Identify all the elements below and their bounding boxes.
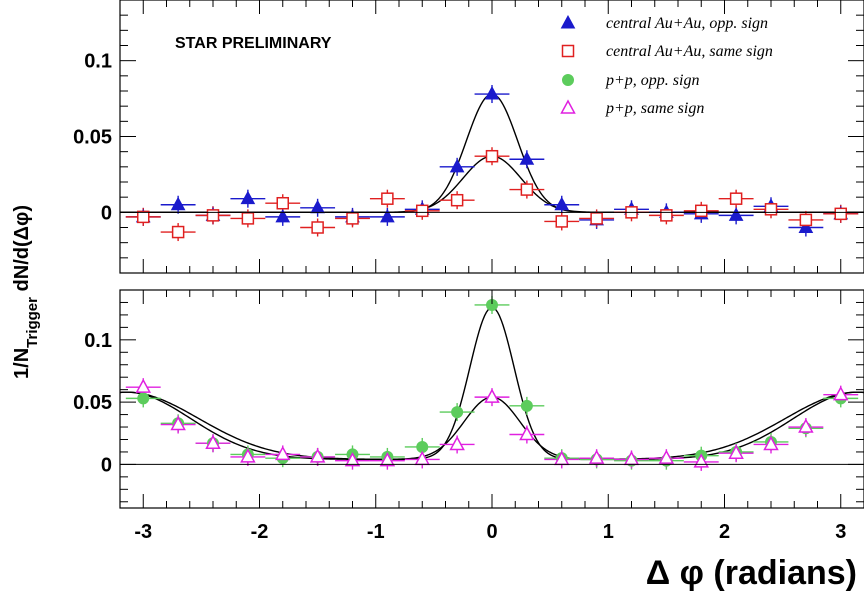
data-point (206, 209, 220, 222)
data-point (449, 435, 465, 451)
legend-markers (560, 14, 576, 114)
y-tick-label: 0.05 (73, 392, 112, 414)
data-point (832, 386, 849, 401)
data-point (170, 415, 186, 431)
data-point (240, 448, 256, 463)
data-point (135, 378, 152, 393)
data-point (170, 196, 186, 211)
data-point (344, 452, 361, 467)
data-point (798, 418, 814, 433)
error-bars (125, 85, 859, 471)
legend: central Au+Au, opp. sign central Au+Au, … (560, 14, 773, 117)
legend-marker (560, 14, 576, 29)
data-point (834, 207, 847, 221)
data-point (798, 219, 814, 233)
x-tick-label: -3 (134, 521, 152, 543)
legend-marker (560, 99, 576, 114)
y-tick-label: 0.1 (84, 330, 112, 352)
x-tick-label: -1 (367, 521, 385, 543)
data-point (520, 183, 534, 196)
y-axis-title: 1/NTrigger dN/d(Δφ) (11, 205, 41, 379)
data-point (275, 208, 291, 223)
data-point (729, 192, 743, 205)
x-tick-label: 3 (835, 521, 846, 543)
data-point (379, 452, 396, 467)
legend-entry-pp-opp: p+p, opp. sign (605, 72, 699, 89)
data-point (450, 193, 464, 207)
y-axis-title-main: 1/N (11, 348, 33, 379)
data-point (241, 212, 255, 225)
data-point (137, 210, 150, 224)
data-point (274, 445, 291, 461)
data-point (763, 435, 779, 451)
data-point (519, 425, 535, 441)
data-point (451, 406, 464, 419)
x-tick-label: 0 (486, 521, 497, 543)
data-point (346, 212, 359, 225)
y-axis-title-subscript: Trigger (24, 297, 41, 348)
data-point (205, 434, 221, 449)
data-point (309, 448, 326, 463)
y-tick-label: 0 (101, 202, 112, 224)
legend-entry-au-same: central Au+Au, same sign (606, 43, 773, 60)
data-point (484, 85, 500, 100)
y-tick-label: 0.1 (84, 51, 112, 73)
data-point (416, 440, 429, 453)
data-point (590, 212, 603, 225)
data-point (449, 158, 465, 173)
data-point (695, 204, 708, 218)
data-point (240, 190, 256, 205)
data-point (764, 203, 778, 216)
data-point (137, 392, 150, 405)
data-point (658, 449, 675, 464)
data-point (554, 196, 570, 211)
data-point (728, 207, 744, 221)
x-tick-label: 2 (719, 521, 730, 543)
y-tick-label: 0.05 (73, 127, 112, 149)
data-point (484, 388, 500, 403)
data-point (588, 449, 605, 464)
data-point (311, 221, 324, 234)
data-point (520, 399, 533, 412)
y-axis-title-tail: dN/d(Δφ) (11, 205, 33, 297)
data-point (660, 209, 673, 222)
x-tick-label: 1 (603, 521, 614, 543)
data-point (276, 196, 289, 210)
legend-entry-pp-same: p+p, same sign (605, 100, 704, 117)
data-point (171, 225, 185, 239)
data-point (728, 444, 744, 459)
data-points (135, 85, 849, 468)
data-point (380, 208, 395, 223)
y-tick-label: 0 (101, 454, 112, 476)
data-point (519, 151, 535, 165)
preliminary-label: STAR PRELIMINARY (175, 35, 332, 52)
data-point (485, 149, 499, 163)
data-point (555, 215, 568, 228)
data-point (381, 192, 394, 205)
x-tick-label: -2 (251, 521, 269, 543)
x-axis-title: Δ φ (radians) (646, 554, 857, 592)
legend-marker (562, 74, 574, 86)
data-point (799, 213, 813, 227)
legend-marker (561, 44, 575, 58)
axes: 0 0.05 0.1 0 0.05 0.1 -3 -2 -1 0 1 2 3 (73, 0, 864, 543)
legend-entry-au-opp: central Au+Au, opp. sign (606, 15, 768, 32)
data-point (310, 199, 325, 214)
data-point (416, 204, 429, 218)
